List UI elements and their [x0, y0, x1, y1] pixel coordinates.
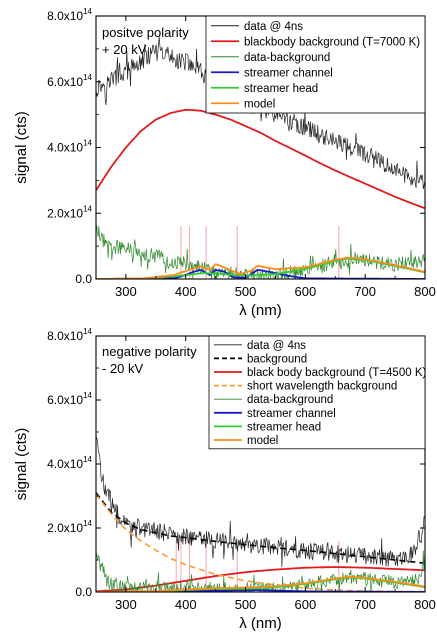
- y-tick-label: 6.0x1014: [47, 391, 92, 407]
- legend-label: background: [247, 353, 307, 365]
- plot-area: [96, 435, 425, 592]
- chart-bottom: 300 400 500 600 700 800 0.0 2.0x1014 4.0x1014 6.0…: [13, 327, 436, 632]
- legend-label: black body background (T=4500 K): [247, 367, 426, 379]
- legend-label: streamer head: [247, 421, 321, 433]
- chart-top: 300 400 500 600 700 800 0.0 2.0x1014 4.0x1014 6.0…: [13, 7, 436, 319]
- legend-label: streamer channel: [244, 67, 333, 79]
- x-tick-label: 400: [175, 597, 197, 612]
- legend-label: model: [244, 98, 275, 110]
- y-tick-label: 0.0: [75, 272, 92, 286]
- y-tick-label: 6.0x1014: [47, 73, 92, 89]
- x-tick-label: 500: [235, 284, 257, 299]
- legend-label: data @ 4ns: [244, 21, 303, 33]
- x-tick-label: 600: [295, 284, 317, 299]
- x-tick-label: 500: [235, 597, 257, 612]
- x-axis-label: λ (nm): [239, 302, 282, 319]
- legend-label: short wavelength background: [247, 381, 397, 393]
- x-tick-label: 800: [414, 597, 436, 612]
- y-tick-label: 8.0x1014: [47, 7, 92, 23]
- y-tick-label: 0.0: [75, 585, 92, 599]
- panel-annotation: - 20 kV: [102, 361, 144, 376]
- panel-annotation: negative polarity: [102, 344, 197, 359]
- x-tick-label: 300: [115, 597, 137, 612]
- series-line: [96, 256, 425, 279]
- panel-annotation: positve polarity: [102, 25, 189, 40]
- legend-box: [208, 335, 426, 450]
- y-tick-label: 8.0x1014: [47, 327, 92, 343]
- legend-label: streamer channel: [247, 408, 336, 420]
- y-tick-label: 2.0x1014: [47, 519, 92, 535]
- x-tick-label: 700: [354, 284, 376, 299]
- y-tick-label: 4.0x1014: [47, 139, 92, 155]
- legend-label: streamer head: [244, 83, 318, 95]
- legend-label: model: [247, 435, 278, 447]
- y-tick-label: 2.0x1014: [47, 204, 92, 220]
- x-tick-label: 800: [414, 284, 436, 299]
- legend-label: data-background: [247, 394, 333, 406]
- x-tick-label: 400: [175, 284, 197, 299]
- series-line: [96, 576, 425, 592]
- x-axis-label: λ (nm): [239, 615, 282, 632]
- legend-label: blackbody background (T=7000 K): [244, 36, 420, 48]
- x-tick-label: 300: [115, 284, 137, 299]
- x-tick-label: 700: [354, 597, 376, 612]
- y-tick-label: 4.0x1014: [47, 455, 92, 471]
- series-line: [96, 435, 425, 568]
- legend-label: data-background: [244, 52, 330, 64]
- y-axis-label: signal (cts): [13, 111, 30, 184]
- series-line: [96, 566, 425, 592]
- panel-annotation: + 20 kV: [102, 42, 147, 57]
- series-line: [96, 108, 425, 210]
- x-tick-label: 600: [295, 597, 317, 612]
- y-axis-label: signal (cts): [13, 428, 30, 501]
- legend-box: [205, 15, 426, 114]
- legend-label: data @ 4ns: [247, 340, 306, 352]
- series-line: [96, 492, 425, 564]
